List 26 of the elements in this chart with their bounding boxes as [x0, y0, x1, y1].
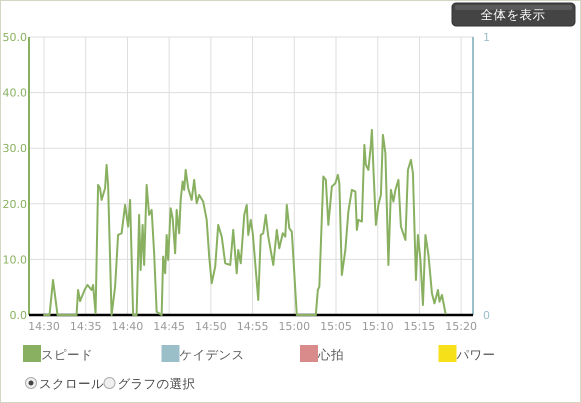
legend-label: パワー [456, 347, 496, 362]
x-tick-label: 15:20 [445, 320, 477, 333]
x-tick-label: 14:30 [28, 320, 60, 333]
x-tick-label: 15:10 [362, 320, 394, 333]
x-tick-label: 14:55 [236, 320, 268, 333]
y-tick-label: 0.0 [10, 309, 27, 322]
y2-tick-label: 0 [483, 309, 490, 322]
y2-tick-label: 1 [483, 31, 490, 44]
y-tick-label: 30.0 [2, 142, 27, 156]
y-tick-label: 20.0 [2, 198, 27, 211]
x-tick-label: 14:50 [195, 320, 227, 333]
legend-label: ケイデンス [180, 347, 244, 362]
text: スクロール [39, 376, 104, 391]
x-tick-label: 15:15 [404, 320, 436, 333]
legend-label: スピード [41, 347, 93, 362]
text: グラフの選択 [118, 376, 196, 391]
x-tick-label: 14:45 [153, 320, 186, 333]
y-tick-label: 10.0 [2, 253, 27, 266]
legend-label: 心拍 [317, 347, 344, 362]
x-tick-label: 15:05 [320, 320, 352, 333]
x-tick-label: 14:35 [70, 320, 102, 333]
y-tick-label: 40.0 [2, 86, 27, 100]
y-tick-label: 50.0 [2, 31, 27, 44]
text: 全体を表示 [480, 7, 546, 22]
x-tick-label: 14:40 [112, 320, 144, 333]
x-tick-label: 15:00 [278, 320, 310, 333]
